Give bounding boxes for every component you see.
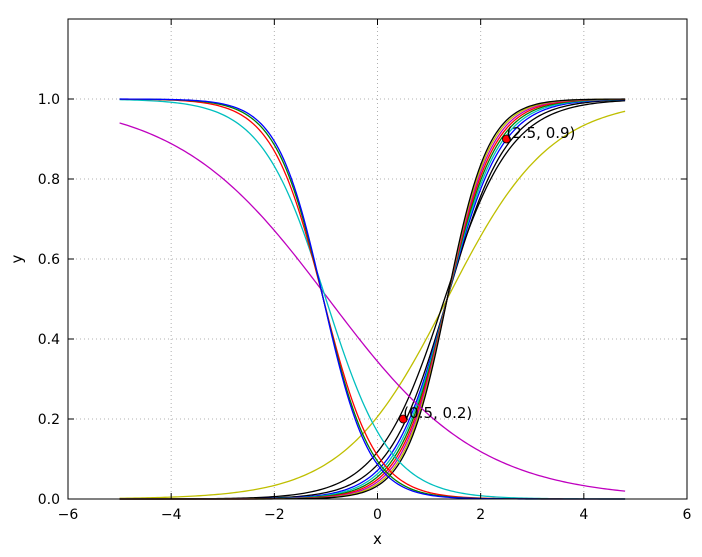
annotated-point-2 bbox=[502, 134, 511, 144]
ticks: −6 −4 −2 0 2 4 6 0.0 0.2 0.4 0.6 0.8 1.0 bbox=[38, 19, 692, 523]
y-tick-label: 0.8 bbox=[38, 172, 60, 188]
x-tick-label: 6 bbox=[683, 507, 692, 523]
x-tick-label: −6 bbox=[58, 507, 79, 523]
y-axis-label: y bbox=[8, 254, 26, 263]
x-axis-label: x bbox=[373, 530, 382, 548]
x-tick-label: 0 bbox=[373, 507, 382, 523]
x-tick-label: 4 bbox=[579, 507, 588, 523]
x-tick-label: −4 bbox=[161, 507, 182, 523]
series-line-11 bbox=[119, 122, 626, 492]
point-label-1: (0.5, 0.2) bbox=[403, 404, 472, 422]
y-tick-label: 1.0 bbox=[38, 92, 60, 108]
y-tick-label: 0.2 bbox=[38, 412, 60, 428]
point-label-2: (2.5, 0.9) bbox=[506, 124, 575, 142]
y-tick-label: 0.4 bbox=[38, 332, 60, 348]
points-layer: (0.5, 0.2) (2.5, 0.9) bbox=[398, 124, 575, 424]
x-tick-label: −2 bbox=[264, 507, 285, 523]
annotated-point-1 bbox=[398, 414, 408, 424]
y-tick-label: 0.6 bbox=[38, 252, 60, 268]
y-tick-label: 0.0 bbox=[38, 492, 60, 508]
x-tick-label: 2 bbox=[476, 507, 485, 523]
